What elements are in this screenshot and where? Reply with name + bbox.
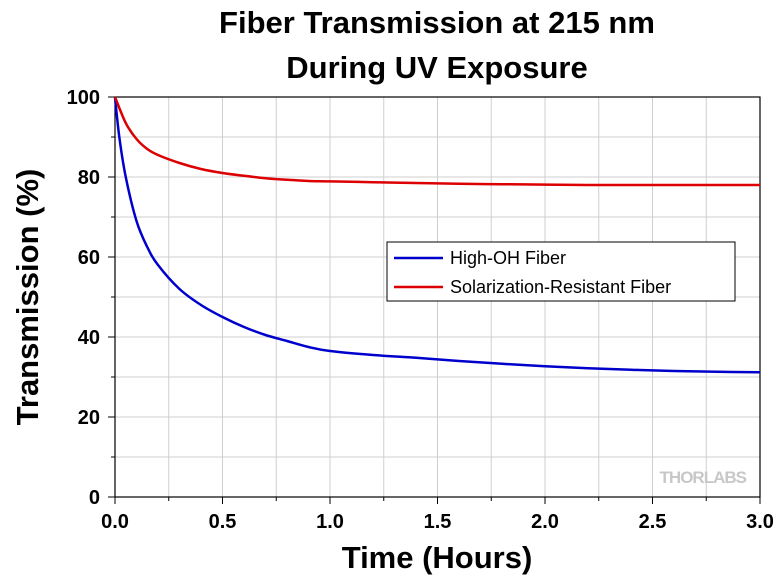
y-tick-label: 80 <box>78 167 100 189</box>
y-tick-label: 40 <box>78 327 100 349</box>
chart-title: Fiber Transmission at 215 nm <box>219 5 655 40</box>
legend-label-solarization: Solarization-Resistant Fiber <box>450 277 671 297</box>
x-tick-label: 2.5 <box>639 511 667 533</box>
chart-subtitle: During UV Exposure <box>286 50 587 85</box>
y-tick-label: 100 <box>67 87 100 109</box>
y-tick-label: 0 <box>89 487 100 509</box>
x-tick-label: 1.0 <box>316 511 344 533</box>
x-tick-label: 0.5 <box>209 511 237 533</box>
legend: High-OH Fiber Solarization-Resistant Fib… <box>386 241 736 302</box>
y-tick-label: 60 <box>78 247 100 269</box>
legend-label-high-oh: High-OH Fiber <box>450 248 566 268</box>
tick-labels: 0.0 0.5 1.0 1.5 2.0 2.5 3.0 0 20 40 60 80 100 <box>67 87 774 533</box>
x-tick-label: 3.0 <box>746 511 774 533</box>
x-tick-label: 0.0 <box>101 511 129 533</box>
legend-box <box>386 241 736 302</box>
y-tick-label: 20 <box>78 407 100 429</box>
x-tick-label: 1.5 <box>424 511 452 533</box>
series-lines <box>113 96 761 374</box>
x-tick-label: 2.0 <box>531 511 559 533</box>
y-axis-title: Transmission (%) <box>10 169 45 426</box>
x-axis-title: Time (Hours) <box>342 540 533 575</box>
thorlabs-watermark: THORLABS <box>660 468 747 487</box>
series-line-high-oh <box>113 96 761 374</box>
axes <box>108 96 761 504</box>
series-line-solarization-resistant <box>113 96 760 187</box>
